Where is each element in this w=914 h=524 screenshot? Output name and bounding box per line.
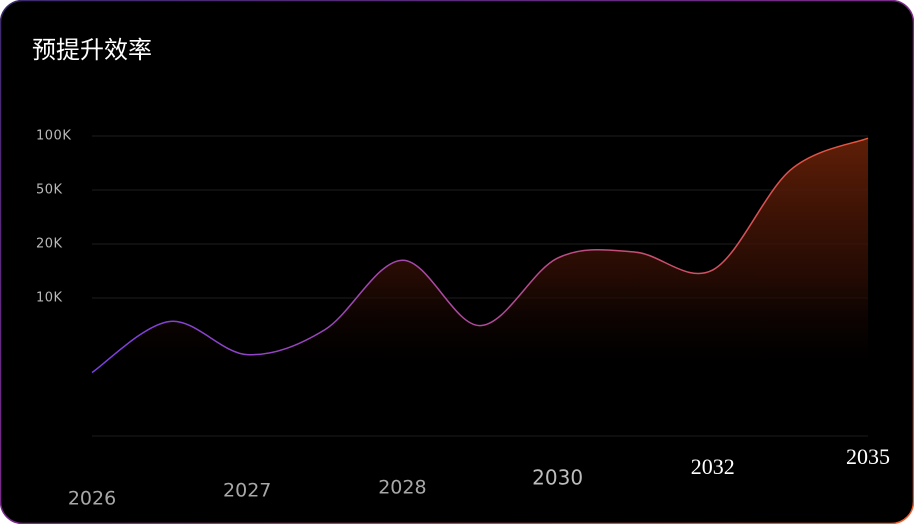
x-tick-label: 2032: [691, 454, 735, 479]
y-tick-label: 20K: [36, 237, 63, 252]
x-tick-label: 2030: [532, 466, 583, 490]
x-tick-label: 2028: [378, 477, 426, 499]
area: [92, 138, 868, 378]
x-tick-label: 2026: [68, 488, 116, 510]
y-tick-label: 100K: [36, 129, 71, 144]
chart-title: 预提升效率: [32, 36, 152, 64]
y-tick-label: 10K: [36, 291, 63, 306]
x-tick-label: 2035: [846, 444, 890, 469]
x-tick-label: 2027: [223, 480, 271, 502]
line: [91, 137, 869, 374]
y-tick-label: 50K: [36, 183, 63, 198]
